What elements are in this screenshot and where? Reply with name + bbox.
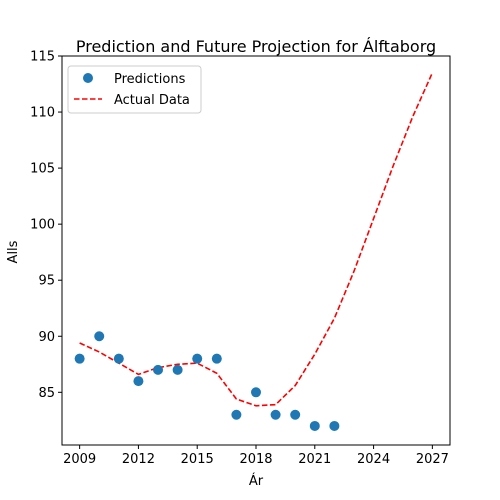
prediction-point [329, 420, 340, 431]
x-tick-label: 2012 [122, 452, 155, 467]
y-tick-label: 100 [30, 218, 55, 233]
prediction-point [153, 364, 164, 375]
plot-area [74, 72, 434, 431]
y-axis: 85 90 95 100 105 110 115 [30, 50, 62, 401]
y-tick-label: 90 [38, 330, 55, 345]
legend-label-predictions: Predictions [114, 72, 186, 87]
prediction-point [172, 364, 183, 375]
series-line-actual-data [79, 72, 434, 407]
prediction-point [211, 353, 222, 364]
legend-label-actual-data: Actual Data [114, 93, 190, 108]
chart-title: Prediction and Future Projection for Álf… [76, 37, 436, 56]
prediction-point [133, 376, 144, 387]
x-tick-label: 2009 [63, 452, 96, 467]
prediction-point [270, 409, 281, 420]
y-tick-label: 110 [30, 106, 55, 121]
prediction-point [251, 387, 261, 398]
legend: Predictions Actual Data [67, 65, 202, 114]
prediction-point [113, 353, 124, 364]
prediction-point [290, 409, 301, 420]
prediction-point [309, 420, 320, 431]
y-tick-label: 85 [38, 386, 55, 401]
legend-marker-predictions [83, 73, 93, 83]
y-tick-label: 105 [30, 162, 55, 177]
y-tick-label: 95 [38, 274, 55, 289]
x-tick-label: 2027 [416, 452, 449, 467]
prediction-point [192, 353, 203, 364]
x-axis-label: Ár [249, 473, 264, 489]
prediction-point [74, 353, 85, 364]
y-axis-label: Alls [6, 240, 21, 263]
legend-box [67, 65, 202, 114]
prediction-point [231, 409, 242, 420]
x-tick-label: 2024 [357, 452, 390, 467]
prediction-point [94, 331, 105, 342]
x-tick-label: 2015 [181, 452, 214, 467]
x-tick-label: 2021 [298, 452, 331, 467]
x-axis: 2009 2012 2015 2018 2021 2024 2027 [63, 445, 449, 467]
plot-frame [61, 55, 451, 446]
x-tick-label: 2018 [239, 452, 272, 467]
y-tick-label: 115 [30, 50, 55, 65]
